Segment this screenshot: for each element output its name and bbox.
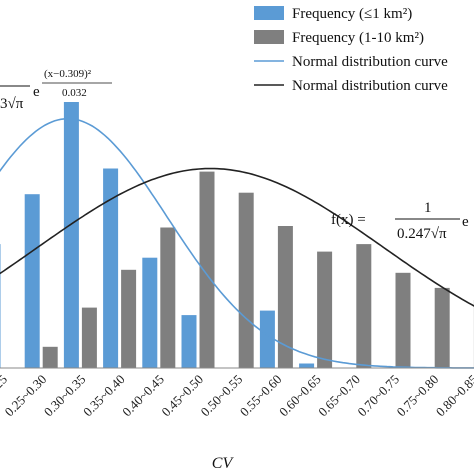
bar-large-area-1 xyxy=(42,346,58,368)
x-tick-label-11: 0.75~0.80 xyxy=(394,372,442,420)
black-formula: f(x) = 1 0.247√π e xyxy=(331,200,469,242)
legend: Frequency (≤1 km²) Frequency (1-10 km²) … xyxy=(254,6,448,94)
x-tick-label-5: 0.45~0.50 xyxy=(158,372,206,420)
bar-large-area-7 xyxy=(277,226,293,368)
x-tick-label-12: 0.80~0.85 xyxy=(433,372,474,420)
bar-small-area-5 xyxy=(181,315,197,368)
black-formula-e: e xyxy=(462,214,469,230)
legend-swatch-small xyxy=(254,6,284,20)
x-tick-label-1: 0.25~0.30 xyxy=(2,372,50,420)
bar-large-area-9 xyxy=(356,244,372,368)
bar-small-area-0 xyxy=(0,244,1,368)
black-formula-denominator: 0.247√π xyxy=(397,226,447,242)
x-tick-label-6: 0.50~0.55 xyxy=(198,372,246,420)
blue-formula-e: e xyxy=(33,84,40,100)
bar-small-area-4 xyxy=(142,257,158,368)
x-tick-labels: 0.20~0.250.25~0.300.30~0.350.35~0.400.40… xyxy=(0,372,474,420)
bar-large-area-3 xyxy=(121,269,137,368)
blue-formula-exponent-numerator: (x−0.309)² xyxy=(44,68,92,80)
bar-large-area-8 xyxy=(317,251,333,368)
x-tick-label-10: 0.70~0.75 xyxy=(354,372,402,420)
legend-swatch-large xyxy=(254,30,284,44)
legend-label-small: Frequency (≤1 km²) xyxy=(292,6,412,22)
blue-formula: 3√π e (x−0.309)² 0.032 xyxy=(0,68,112,112)
x-axis-title: CV xyxy=(212,455,235,472)
bar-large-area-10 xyxy=(395,272,411,368)
bar-large-area-11 xyxy=(434,287,450,368)
bar-large-area-4 xyxy=(160,227,176,368)
x-tick-label-8: 0.60~0.65 xyxy=(276,372,324,420)
bar-large-area-5 xyxy=(199,171,215,368)
legend-label-blue-curve: Normal distribution curve xyxy=(292,54,448,70)
bar-small-area-3 xyxy=(103,168,119,368)
x-tick-label-7: 0.55~0.60 xyxy=(237,372,285,420)
bar-small-area-2 xyxy=(63,102,79,368)
blue-formula-denominator: 3√π xyxy=(0,96,24,112)
normal-curve-large-area xyxy=(0,167,474,307)
legend-label-large: Frequency (1-10 km²) xyxy=(292,30,424,46)
bar-small-area-8 xyxy=(299,363,315,368)
x-tick-label-4: 0.40~0.45 xyxy=(119,372,167,420)
black-formula-lhs: f(x) = xyxy=(331,212,366,228)
blue-formula-exponent-denominator: 0.032 xyxy=(62,87,87,99)
legend-label-black-curve: Normal distribution curve xyxy=(292,78,448,94)
bar-small-area-7 xyxy=(259,310,275,368)
bar-small-area-1 xyxy=(24,194,40,368)
bar-large-area-6 xyxy=(238,192,254,368)
x-tick-label-3: 0.35~0.40 xyxy=(80,372,128,420)
black-formula-numerator: 1 xyxy=(424,200,432,216)
bars-layer xyxy=(0,102,474,368)
x-tick-label-9: 0.65~0.70 xyxy=(315,372,363,420)
bar-large-area-2 xyxy=(81,307,97,368)
x-tick-label-2: 0.30~0.35 xyxy=(41,372,89,420)
